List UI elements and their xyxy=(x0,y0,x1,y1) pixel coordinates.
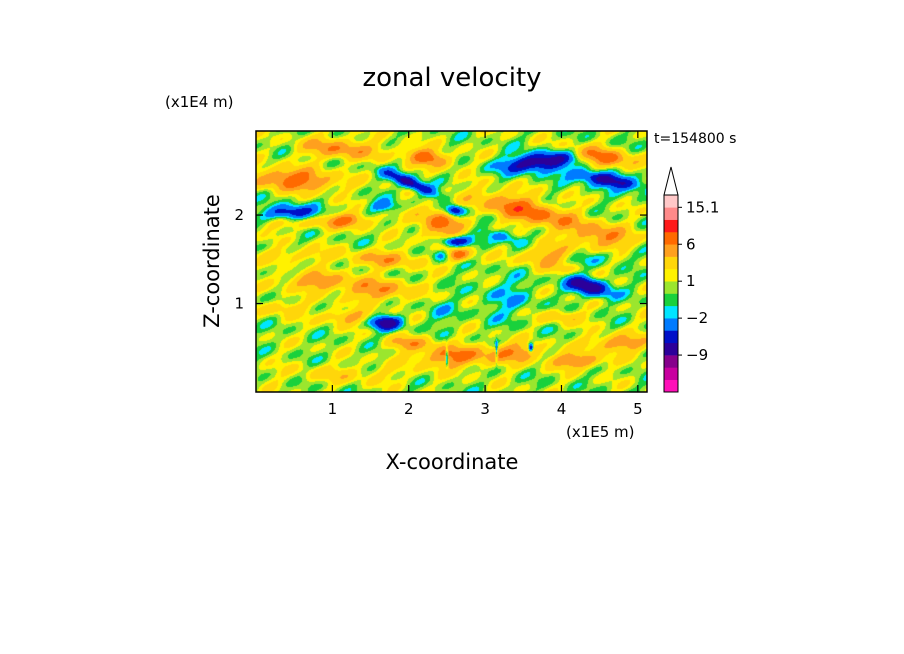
colorbar-band xyxy=(664,219,678,233)
y-unit-label: (x1E4 m) xyxy=(165,93,234,111)
colorbar-band xyxy=(664,281,678,294)
y-axis-label: Z-coordinate xyxy=(200,194,224,328)
colorbar-label: −9 xyxy=(686,346,708,364)
colorbar-band xyxy=(664,207,678,220)
colorbar-label: −2 xyxy=(686,309,708,327)
colorbar-band xyxy=(664,305,678,319)
contour-field xyxy=(256,131,647,392)
x-tick-label: 3 xyxy=(480,400,490,418)
x-unit-label: (x1E5 m) xyxy=(566,423,635,441)
colorbar-band xyxy=(664,318,678,331)
colorbar-band xyxy=(664,256,678,270)
colorbar-extend-arrow xyxy=(663,166,679,196)
x-axis-label: X-coordinate xyxy=(386,450,519,474)
colorbar-band xyxy=(664,293,678,307)
colorbar-band xyxy=(664,355,678,368)
chart-title: zonal velocity xyxy=(362,63,541,93)
x-tick-label: 4 xyxy=(557,400,567,418)
colorbar-band xyxy=(664,268,678,282)
colorbar-band xyxy=(664,244,678,257)
time-label: t=154800 s xyxy=(654,131,736,147)
x-tick-label: 5 xyxy=(633,400,643,418)
colorbar-band xyxy=(664,379,678,393)
y-axis-ticks: 12 xyxy=(234,206,647,313)
colorbar-band xyxy=(664,342,678,356)
colorbar-label: 1 xyxy=(686,272,696,290)
velocity-field-image xyxy=(256,131,647,392)
colorbar-band xyxy=(664,195,678,208)
x-tick-label: 1 xyxy=(328,400,338,418)
y-tick-label: 2 xyxy=(234,206,244,224)
colorbar-label: 15.1 xyxy=(686,198,719,216)
x-tick-label: 2 xyxy=(404,400,414,418)
plot-frame xyxy=(255,130,648,393)
x-axis-ticks: 1 2 3 4 5 xyxy=(328,131,643,418)
colorbar-band xyxy=(664,231,678,245)
colorbar-label: 6 xyxy=(686,235,696,253)
colorbar-band xyxy=(664,367,678,380)
colorbar-band xyxy=(664,330,678,344)
colorbar: 15.1 6 1 −2 −9 xyxy=(663,166,719,393)
y-tick-label: 1 xyxy=(234,295,244,313)
